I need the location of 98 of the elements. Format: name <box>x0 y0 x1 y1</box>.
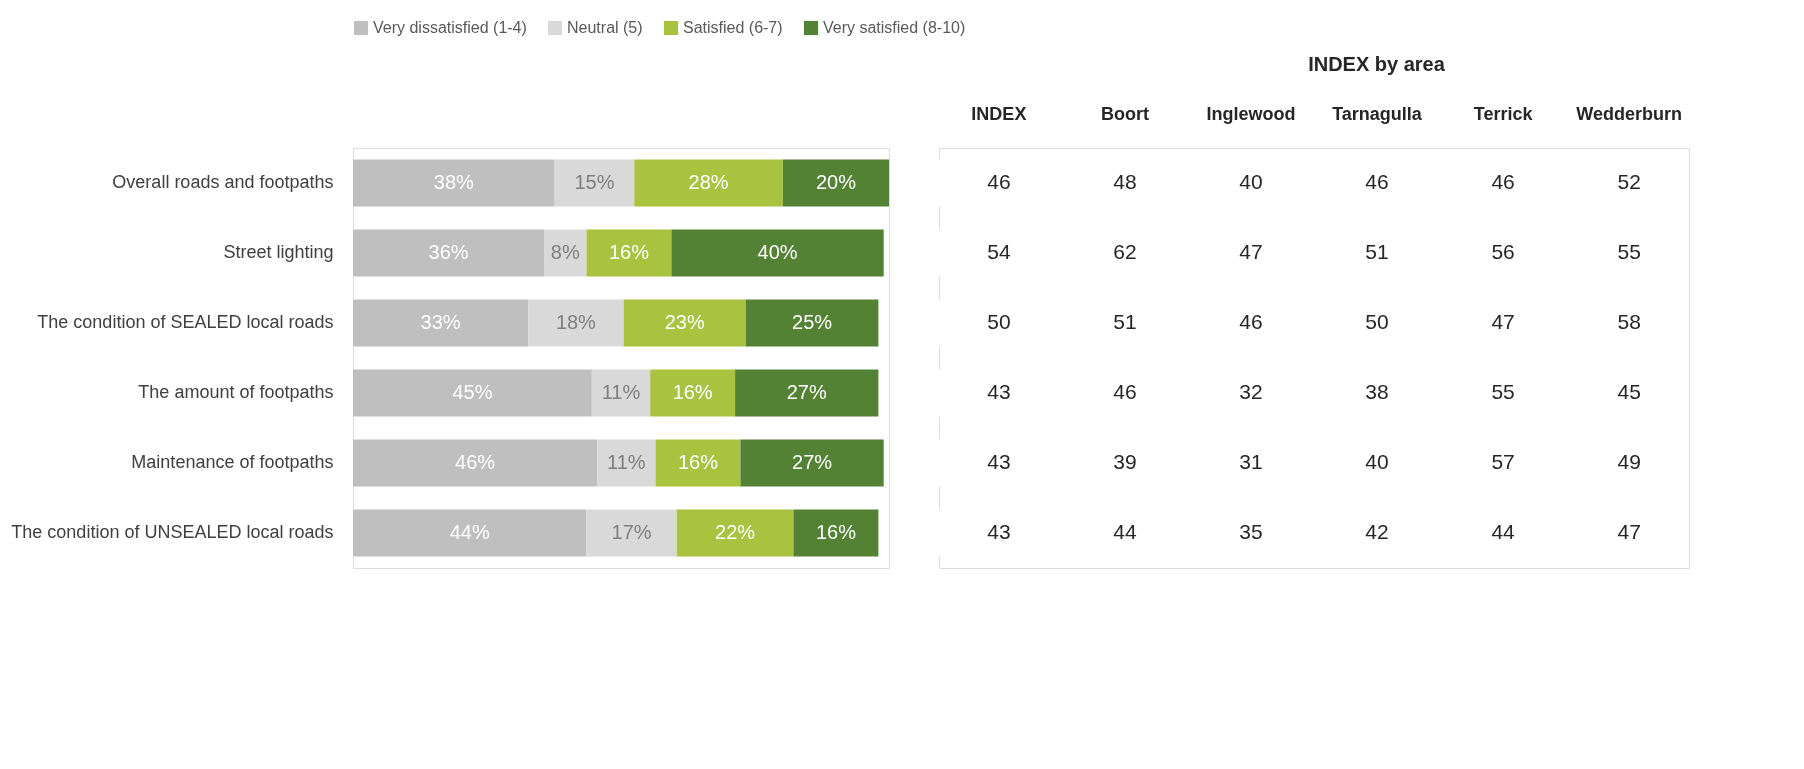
y-tick-label: The condition of SEALED local roads <box>37 312 334 332</box>
data-label: 23% <box>664 311 705 333</box>
bar <box>745 299 879 347</box>
bar <box>623 299 746 347</box>
data-label: 45% <box>452 381 493 403</box>
data-label: 11% <box>601 381 641 403</box>
data-label: 55 <box>1491 380 1515 403</box>
y-tick-label: Overall roads and footpaths <box>112 172 334 192</box>
data-label: 16% <box>608 241 650 263</box>
data-label: 38% <box>433 171 475 193</box>
bar <box>353 509 587 557</box>
data-label: 18% <box>555 311 597 333</box>
bar <box>353 299 529 347</box>
data-label: 48 <box>1113 170 1137 193</box>
bar <box>740 439 884 487</box>
data-label: 43 <box>987 520 1011 543</box>
chart-title: INDEX by area <box>1308 53 1446 75</box>
data-label: 22% <box>715 521 756 543</box>
data-label: 44 <box>1491 520 1516 543</box>
y-tick-label: Maintenance of footpaths <box>131 452 334 472</box>
data-label: 45 <box>1617 380 1641 403</box>
data-label: 57 <box>1491 450 1515 473</box>
bar <box>634 159 783 207</box>
bar <box>353 439 598 487</box>
data-label: 44% <box>449 521 490 543</box>
bar <box>586 229 672 277</box>
x-tick-label: INDEX <box>971 103 1027 124</box>
data-label: 33% <box>420 311 461 333</box>
data-label: 28% <box>688 171 729 193</box>
data-label: 43 <box>987 380 1011 403</box>
y-tick-label: The amount of footpaths <box>138 382 334 402</box>
data-label: 25% <box>792 311 833 333</box>
data-label: 46 <box>1491 170 1515 193</box>
data-label: 35 <box>1239 520 1263 543</box>
x-tick-label: Inglewood <box>1206 103 1296 124</box>
x-tick-label: Wedderburn <box>1576 103 1682 124</box>
data-label: 46 <box>1239 310 1263 333</box>
x-tick-label: Terrick <box>1473 103 1534 124</box>
data-label: 47 <box>1239 240 1263 263</box>
data-label: 40 <box>1365 450 1389 473</box>
data-label: 55 <box>1617 240 1641 263</box>
x-tick-label: Boort <box>1100 103 1149 124</box>
legend-label: Satisfied (6-7) <box>683 19 783 36</box>
bar <box>782 159 889 207</box>
data-label: 38 <box>1365 380 1389 403</box>
data-label: 16% <box>815 521 857 543</box>
data-label: 50 <box>1365 310 1389 333</box>
x-tick-label: Tarnagulla <box>1332 103 1423 124</box>
data-label: 47 <box>1617 520 1641 543</box>
data-label: 46 <box>1113 380 1137 403</box>
legend-label: Very satisfied (8-10) <box>823 19 966 36</box>
bar <box>586 509 677 557</box>
data-label: 27% <box>786 381 827 403</box>
data-label: 27% <box>792 451 833 473</box>
data-label: 39 <box>1113 450 1137 473</box>
data-label: 49 <box>1617 450 1641 473</box>
data-label: 16% <box>677 451 719 473</box>
data-label: 40% <box>757 241 798 263</box>
data-label: 31 <box>1239 450 1263 473</box>
data-label: 36% <box>428 241 469 263</box>
data-label: 46% <box>455 451 496 473</box>
y-tick-label: The condition of UNSEALED local roads <box>11 522 334 542</box>
bar <box>671 229 884 277</box>
legend-label: Neutral (5) <box>567 19 643 36</box>
data-label: 8% <box>550 241 580 263</box>
bar <box>655 439 741 487</box>
bar <box>353 229 545 277</box>
data-label: 15% <box>574 171 615 193</box>
data-label: 40 <box>1239 170 1263 193</box>
data-label: 51 <box>1365 240 1389 263</box>
data-label: 56 <box>1491 240 1515 263</box>
bar <box>676 509 794 557</box>
data-label: 16% <box>672 381 713 403</box>
data-label: 46 <box>987 170 1011 193</box>
bar <box>793 509 879 557</box>
data-label: 20% <box>815 171 857 193</box>
data-label: 42 <box>1365 520 1389 543</box>
y-tick-label: Street lighting <box>223 242 334 262</box>
data-label: 51 <box>1113 310 1137 333</box>
bar <box>735 369 879 417</box>
data-label: 46 <box>1365 170 1389 193</box>
data-label: 17% <box>611 521 652 543</box>
data-label: 52 <box>1617 170 1641 193</box>
bar <box>528 299 624 347</box>
bar <box>650 369 736 417</box>
data-label: 47 <box>1491 310 1515 333</box>
data-label: 50 <box>987 310 1011 333</box>
bar <box>353 369 592 417</box>
data-label: 58 <box>1617 310 1641 333</box>
bar <box>554 159 635 207</box>
data-label: 43 <box>987 450 1011 473</box>
data-label: 32 <box>1239 380 1263 403</box>
data-label: 11% <box>607 451 646 473</box>
data-label: 44 <box>1113 520 1137 543</box>
legend-label: Very dissatisfied (1-4) <box>373 19 527 36</box>
data-label: 62 <box>1113 240 1137 263</box>
bar <box>353 159 555 207</box>
data-label: 54 <box>987 240 1011 263</box>
